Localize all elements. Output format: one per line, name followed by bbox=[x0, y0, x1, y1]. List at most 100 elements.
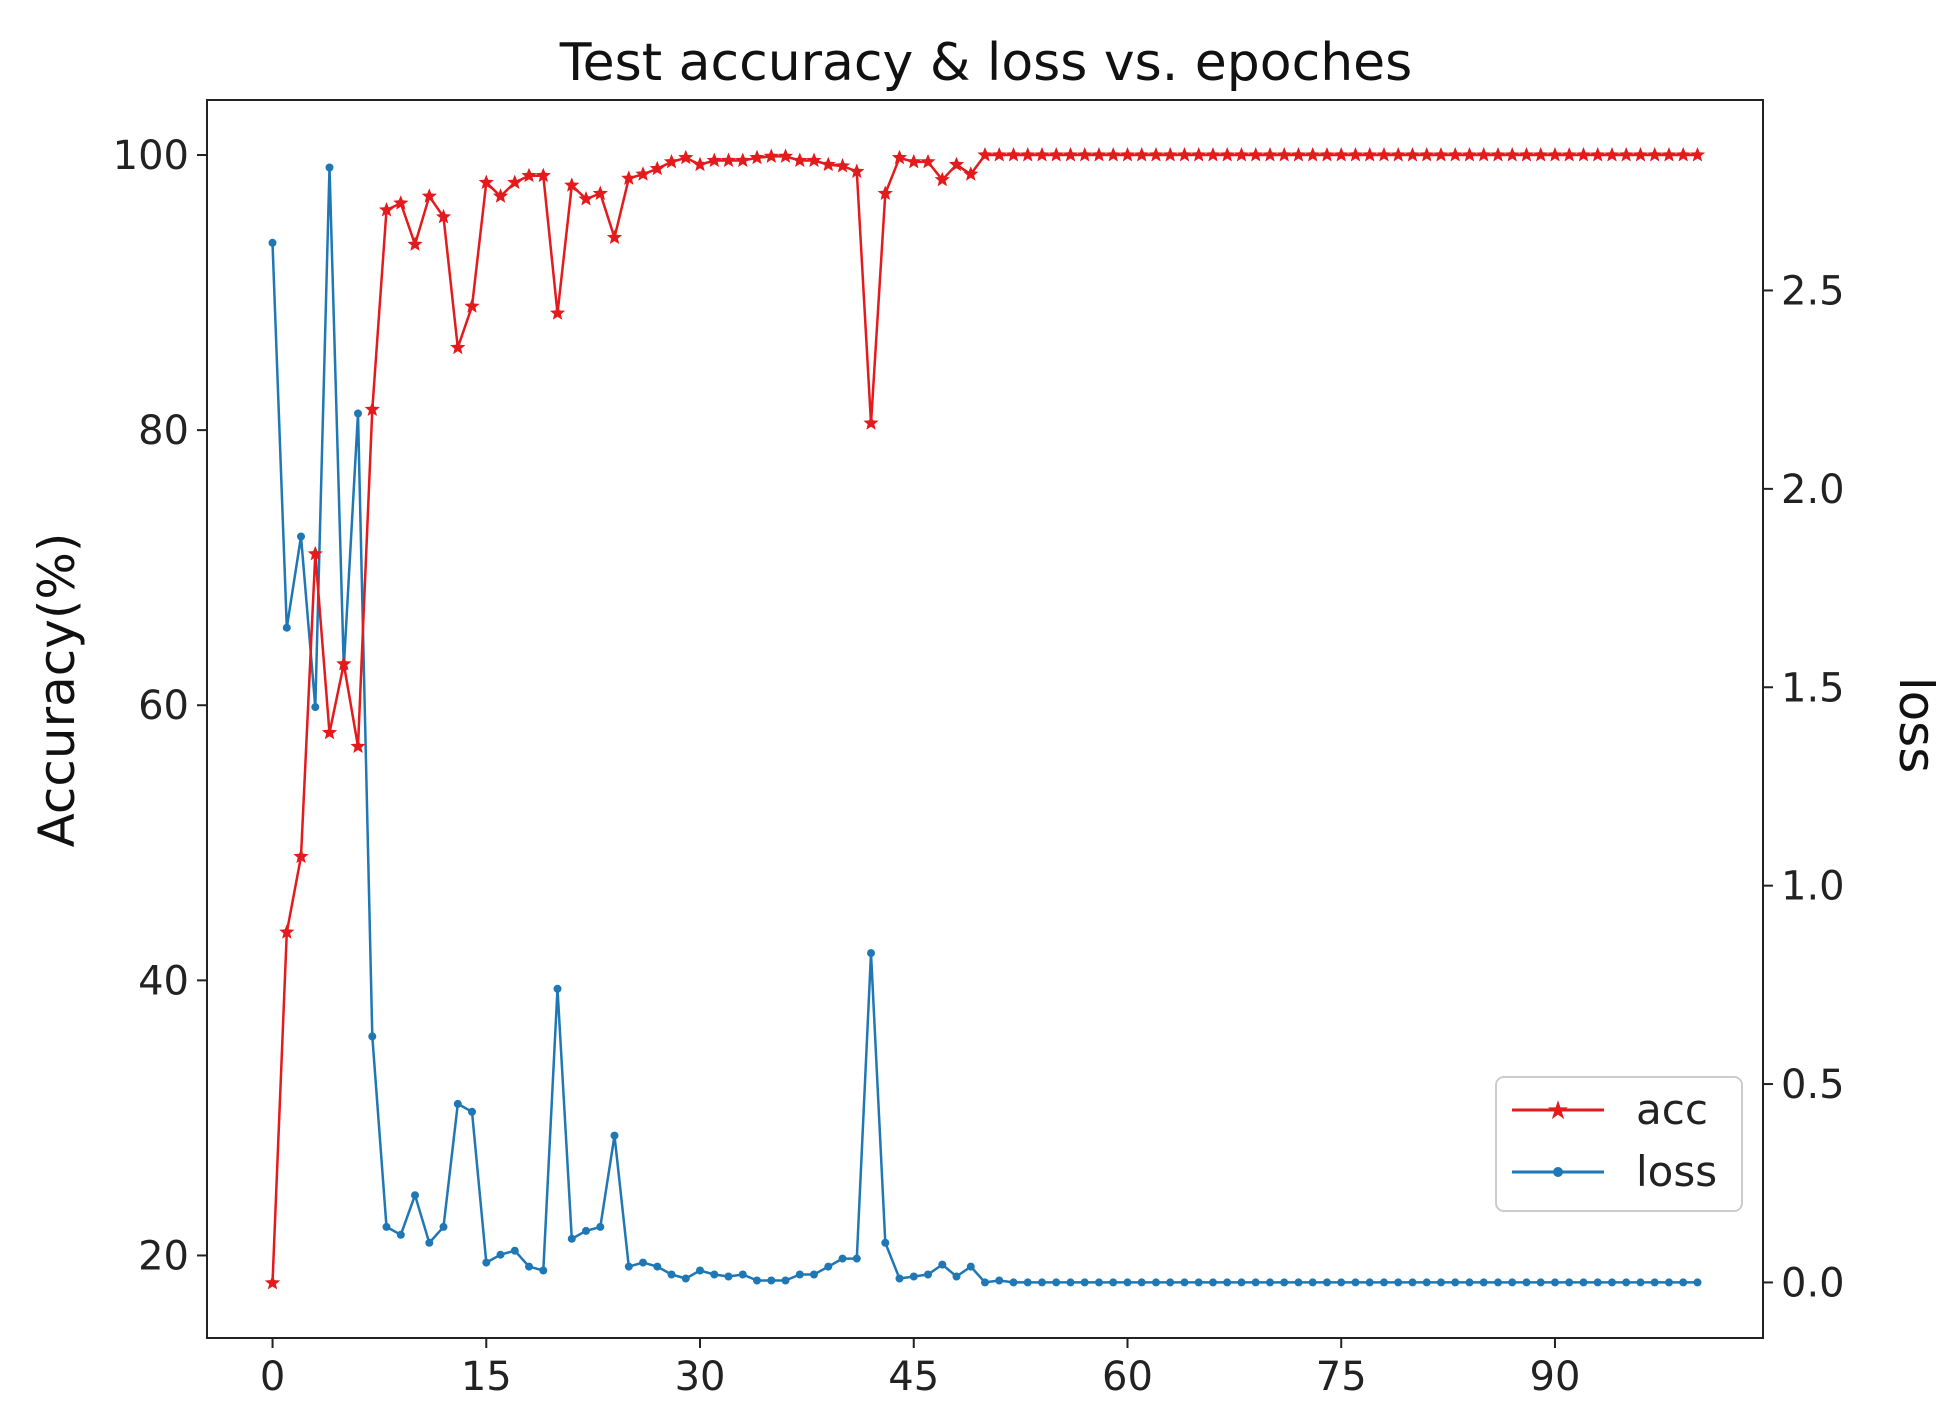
acc-point bbox=[478, 174, 494, 189]
acc-point bbox=[635, 166, 651, 181]
acc-point bbox=[934, 171, 950, 187]
loss-point bbox=[995, 1276, 1004, 1285]
loss-point bbox=[311, 703, 320, 712]
loss-point bbox=[1009, 1278, 1018, 1287]
acc-point bbox=[307, 545, 323, 561]
loss-point bbox=[1551, 1278, 1559, 1287]
acc-point bbox=[735, 152, 751, 167]
acc-point bbox=[578, 191, 594, 206]
x-tick-label: 45 bbox=[888, 1354, 939, 1400]
acc-point bbox=[1276, 147, 1292, 162]
loss-point bbox=[653, 1262, 662, 1271]
legend: ★ acc loss bbox=[1495, 1076, 1743, 1212]
loss-point bbox=[1194, 1278, 1203, 1287]
acc-point bbox=[407, 236, 423, 251]
acc-point bbox=[963, 166, 979, 181]
y-left-tick-label: 60 bbox=[138, 683, 189, 729]
acc-point bbox=[1533, 147, 1549, 162]
loss-point bbox=[1422, 1278, 1431, 1287]
y-right-tick-label: 2.5 bbox=[1781, 268, 1845, 314]
acc-point bbox=[336, 656, 352, 671]
loss-point bbox=[539, 1266, 548, 1275]
loss-point bbox=[1579, 1278, 1588, 1287]
legend-loss-marker bbox=[1553, 1167, 1563, 1177]
acc-point bbox=[1219, 147, 1235, 162]
acc-point bbox=[1119, 147, 1136, 162]
loss-point bbox=[1023, 1278, 1032, 1287]
acc-point bbox=[1333, 147, 1349, 162]
loss-point bbox=[1323, 1278, 1331, 1287]
loss-point bbox=[1479, 1278, 1488, 1287]
loss-point bbox=[325, 163, 334, 172]
acc-point bbox=[421, 188, 437, 203]
loss-point bbox=[1294, 1278, 1303, 1287]
acc-point bbox=[564, 177, 580, 192]
loss-point bbox=[1166, 1278, 1175, 1287]
x-tick-label: 30 bbox=[675, 1354, 726, 1400]
acc-point bbox=[678, 149, 694, 165]
loss-point bbox=[838, 1254, 847, 1263]
loss-point bbox=[1080, 1278, 1089, 1287]
loss-point bbox=[553, 984, 562, 993]
loss-point bbox=[596, 1222, 605, 1231]
acc-point bbox=[1305, 147, 1321, 162]
loss-point bbox=[767, 1276, 776, 1285]
acc-point bbox=[891, 149, 908, 165]
y-left-tick-label: 100 bbox=[113, 133, 189, 179]
loss-point bbox=[1152, 1278, 1160, 1287]
loss-point bbox=[895, 1274, 904, 1283]
acc-point bbox=[1347, 147, 1364, 162]
loss-point bbox=[1636, 1278, 1645, 1287]
x-tick-label: 60 bbox=[1102, 1354, 1153, 1400]
acc-point bbox=[1490, 147, 1506, 162]
acc-point bbox=[1689, 147, 1706, 162]
loss-point bbox=[382, 1222, 391, 1231]
acc-point bbox=[1262, 147, 1278, 162]
loss-point bbox=[1351, 1278, 1360, 1287]
acc-point bbox=[535, 167, 551, 183]
loss-point bbox=[1095, 1278, 1103, 1287]
loss-point bbox=[795, 1270, 804, 1279]
acc-point bbox=[1547, 147, 1563, 162]
loss-point bbox=[1337, 1278, 1346, 1287]
acc-point bbox=[321, 724, 338, 740]
y-axis-left-label: Accuracy(%) bbox=[28, 533, 86, 848]
acc-point bbox=[492, 188, 509, 203]
acc-point bbox=[1661, 147, 1677, 162]
acc-point bbox=[1518, 147, 1535, 162]
loss-point bbox=[1508, 1278, 1517, 1287]
loss-point bbox=[1209, 1278, 1217, 1287]
acc-point bbox=[279, 924, 295, 939]
acc-point bbox=[948, 156, 965, 172]
loss-point bbox=[610, 1131, 619, 1140]
loss-point bbox=[696, 1266, 704, 1275]
x-tick-label: 15 bbox=[461, 1354, 512, 1400]
acc-point bbox=[806, 152, 822, 167]
loss-point bbox=[1408, 1278, 1417, 1287]
acc-point bbox=[592, 185, 608, 200]
axes: 0 15 30 45 60 75 90 20 40 60 80 100 0.0 0.5 1.0 1.5 2.0 2… bbox=[113, 133, 1845, 1400]
loss-point bbox=[496, 1250, 505, 1259]
acc-point bbox=[1376, 147, 1392, 162]
loss-point bbox=[909, 1272, 918, 1281]
acc-point bbox=[1162, 147, 1178, 162]
loss-point bbox=[1038, 1278, 1046, 1287]
loss-point bbox=[525, 1262, 533, 1271]
acc-point bbox=[663, 153, 680, 169]
loss-point bbox=[966, 1262, 975, 1271]
loss-point bbox=[1394, 1278, 1403, 1287]
loss-point bbox=[1266, 1278, 1274, 1287]
loss-point bbox=[852, 1254, 861, 1263]
loss-point bbox=[1365, 1278, 1374, 1287]
loss-point bbox=[1123, 1278, 1132, 1287]
loss-point bbox=[624, 1262, 633, 1271]
legend-acc-label: acc bbox=[1636, 1085, 1708, 1134]
acc-point bbox=[1319, 147, 1335, 162]
legend-acc-marker: ★ bbox=[1546, 1096, 1569, 1126]
loss-point bbox=[1437, 1278, 1445, 1287]
loss-point bbox=[938, 1260, 947, 1269]
loss-point bbox=[952, 1272, 961, 1281]
loss-point bbox=[867, 949, 875, 958]
y-axis-right-label: loss bbox=[1888, 677, 1936, 774]
